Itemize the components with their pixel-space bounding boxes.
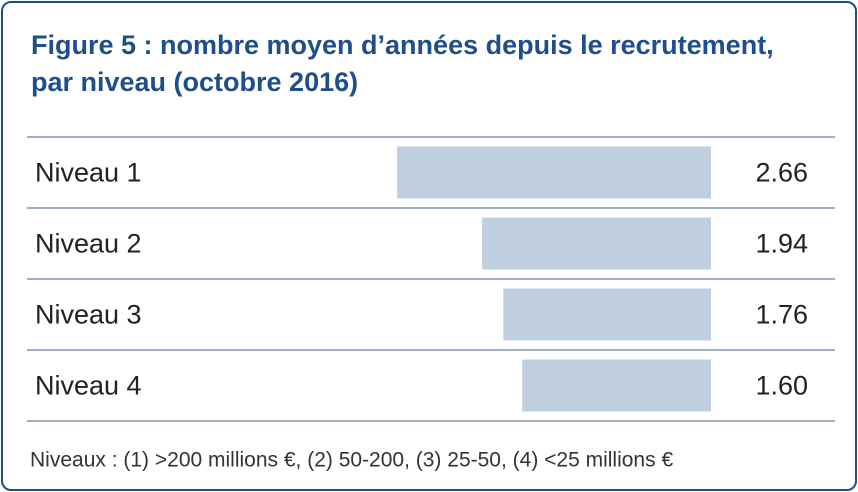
bar	[482, 217, 711, 270]
chart-title: Figure 5 : nombre moyen d’années depuis …	[31, 30, 774, 97]
category-label: Niveau 2	[35, 229, 142, 259]
value-label: 1.94	[755, 229, 808, 259]
bar	[522, 359, 711, 412]
bar	[397, 146, 711, 199]
value-label: 2.66	[755, 158, 808, 188]
note: Niveaux : (1) >200 millions €, (2) 50-20…	[30, 449, 673, 472]
category-label: Niveau 3	[35, 300, 142, 330]
value-label: 1.60	[755, 371, 808, 401]
category-label: Niveau 4	[35, 371, 142, 401]
bar	[503, 288, 711, 341]
value-label: 1.76	[755, 300, 808, 330]
category-label: Niveau 1	[35, 158, 142, 188]
